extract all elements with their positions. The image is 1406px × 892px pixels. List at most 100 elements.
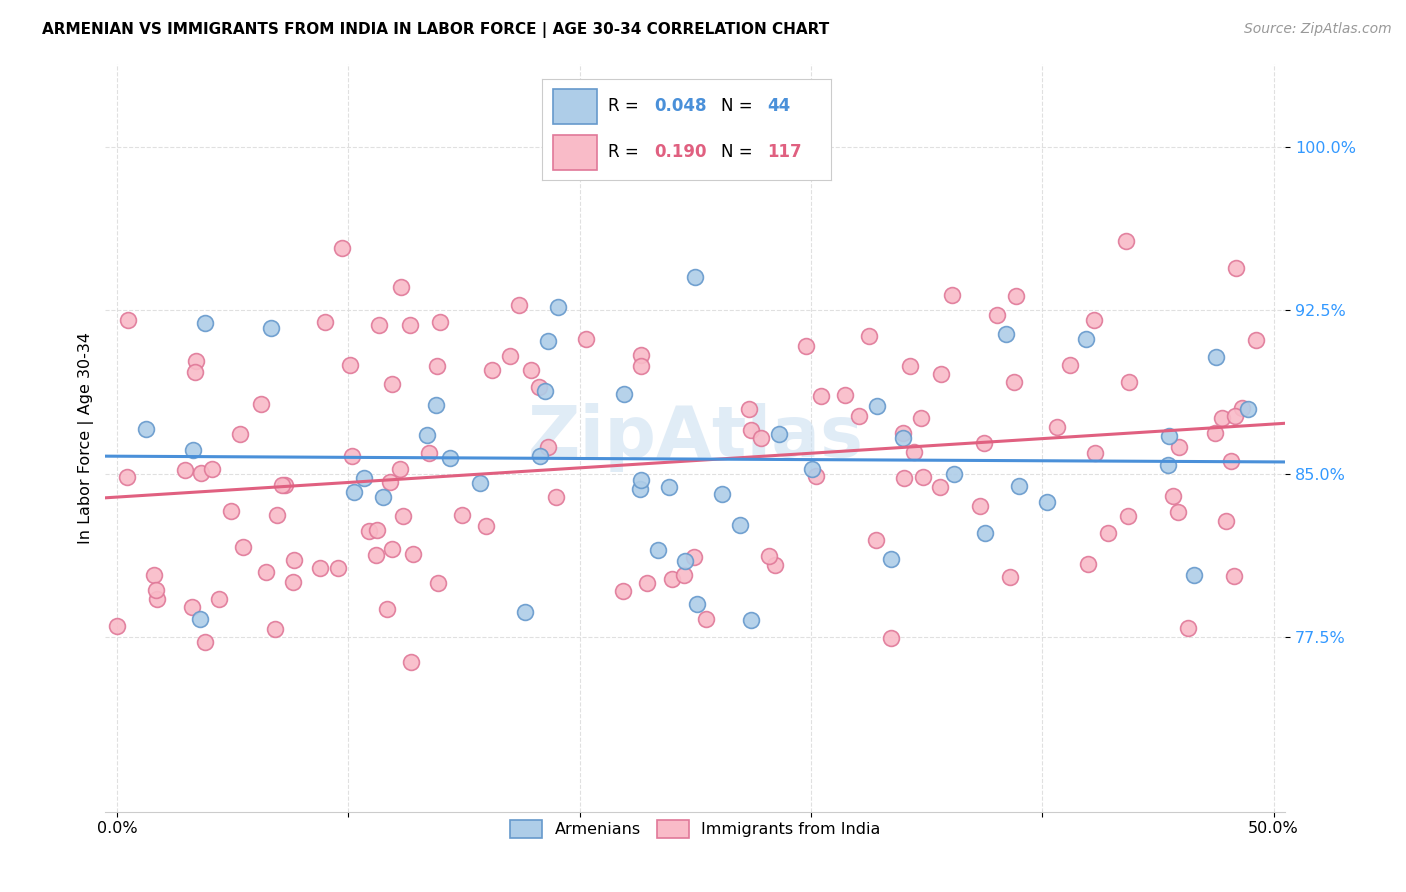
Point (402, 547, 425, 561)
Point (451, 508, 474, 522)
Point (314, 315, 336, 329)
Point (326, 561, 349, 575)
Point (800, 462, 823, 476)
Point (547, 300, 569, 314)
Point (973, 525, 995, 540)
Point (181, 442, 204, 457)
Point (1000, 570, 1022, 584)
Point (1167, 504, 1189, 518)
Point (673, 553, 696, 567)
Point (425, 399, 447, 413)
Point (105, 618, 128, 632)
Point (630, 473, 652, 487)
Point (848, 409, 870, 423)
Point (1157, 458, 1180, 472)
Point (893, 471, 915, 485)
Point (534, 384, 557, 398)
Point (391, 509, 413, 524)
Point (527, 380, 550, 394)
Point (1035, 494, 1057, 508)
Point (219, 503, 242, 517)
Point (426, 359, 449, 373)
Point (416, 427, 439, 442)
Point (1074, 332, 1097, 346)
Point (173, 463, 195, 477)
Point (636, 575, 658, 590)
Point (135, 422, 157, 436)
Point (758, 549, 780, 563)
Point (330, 241, 353, 255)
Point (929, 368, 952, 382)
Point (941, 288, 963, 302)
Point (1077, 558, 1099, 572)
Point (613, 387, 636, 401)
Point (1215, 514, 1237, 528)
Point (388, 462, 411, 476)
Point (1204, 425, 1226, 440)
Point (142, 567, 165, 582)
Point (942, 467, 965, 482)
Point (1097, 525, 1119, 540)
Point (711, 487, 734, 501)
Point (804, 469, 827, 483)
Point (683, 269, 706, 284)
Point (728, 517, 751, 532)
Point (1225, 261, 1247, 276)
Point (628, 482, 651, 496)
Point (145, 582, 167, 597)
Point (1084, 446, 1107, 460)
Point (194, 316, 217, 330)
Point (544, 490, 567, 504)
Point (647, 543, 669, 558)
Point (900, 359, 922, 373)
Point (1005, 289, 1028, 303)
Point (911, 470, 934, 484)
Point (232, 540, 254, 554)
Point (429, 315, 451, 329)
Point (658, 479, 681, 493)
Point (201, 462, 224, 476)
Point (357, 524, 380, 539)
Point (1168, 440, 1191, 454)
Point (1219, 453, 1241, 467)
Point (499, 349, 522, 363)
Point (281, 574, 304, 589)
Point (929, 480, 952, 494)
Point (768, 427, 790, 442)
Point (1008, 479, 1031, 493)
Point (1182, 568, 1205, 582)
Point (260, 321, 283, 335)
Point (986, 308, 1008, 322)
Point (1223, 569, 1246, 583)
Point (1211, 410, 1233, 425)
Point (1083, 313, 1105, 327)
Point (339, 358, 361, 372)
Point (575, 332, 598, 346)
Point (520, 363, 543, 377)
Point (1230, 401, 1253, 415)
Point (427, 576, 450, 591)
Point (1059, 358, 1081, 372)
Point (309, 561, 332, 575)
Legend: Armenians, Immigrants from India: Armenians, Immigrants from India (503, 814, 887, 845)
Point (858, 329, 880, 343)
Point (381, 541, 404, 556)
Point (891, 431, 914, 445)
Point (353, 471, 375, 485)
Point (508, 298, 530, 312)
Point (249, 397, 271, 411)
Point (683, 549, 706, 564)
Point (399, 655, 422, 669)
Point (910, 411, 932, 425)
Point (994, 327, 1017, 342)
Point (117, 312, 139, 326)
Point (969, 500, 991, 514)
Point (1002, 375, 1025, 389)
Text: Source: ZipAtlas.com: Source: ZipAtlas.com (1244, 22, 1392, 37)
Y-axis label: In Labor Force | Age 30-34: In Labor Force | Age 30-34 (79, 332, 94, 544)
Point (695, 612, 717, 626)
Point (188, 611, 211, 625)
Point (1161, 489, 1184, 503)
Point (343, 485, 366, 500)
Point (630, 359, 652, 373)
